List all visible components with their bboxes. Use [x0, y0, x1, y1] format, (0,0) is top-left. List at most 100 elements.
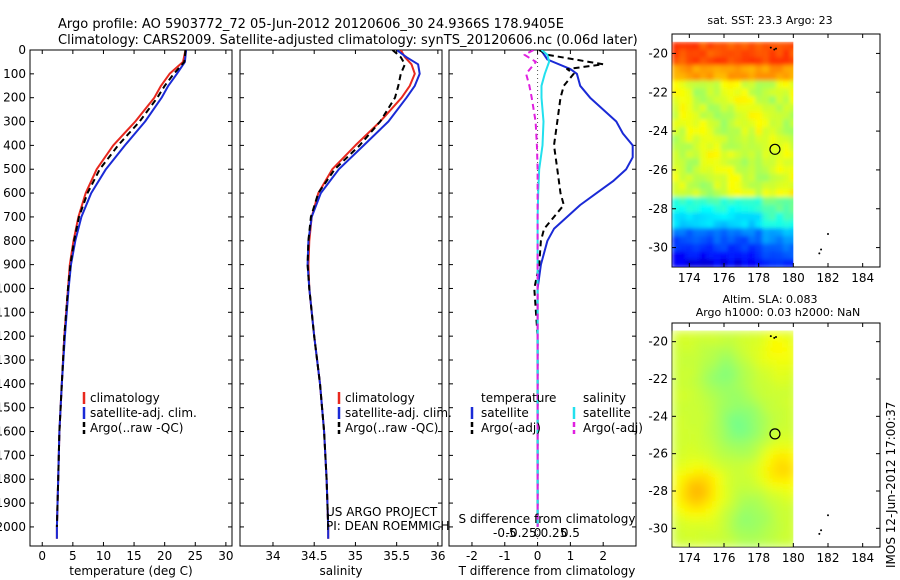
map-cell [748, 367, 756, 376]
map-cell [678, 150, 687, 159]
map-cell [678, 181, 687, 190]
map-cell [685, 449, 694, 458]
x-tick-label: 5 [69, 549, 77, 563]
map-cell [734, 397, 742, 406]
map-cell [776, 382, 784, 391]
map-cell [699, 80, 708, 89]
map-cell [692, 524, 701, 533]
depth-axis: 0 100 200 300 400 500 600 700 800 900 1000 1100 1200… [0, 43, 636, 534]
map-cell [741, 442, 749, 451]
map-cell [748, 127, 756, 136]
island-mark [820, 529, 823, 532]
map-cell [699, 375, 708, 384]
map-cell [748, 420, 756, 429]
series-line-argo-adj- [533, 50, 605, 527]
sst-map-title: sat. SST: 23.3 Argo: 23 [707, 14, 832, 27]
map-cell [741, 259, 749, 268]
map-cell [769, 449, 777, 458]
map-cell [734, 352, 742, 361]
map-cell [734, 119, 742, 128]
map-cell [755, 435, 763, 444]
map-cell [762, 197, 770, 206]
map-cell [748, 103, 756, 113]
map-cell [685, 57, 694, 66]
lon-tick-label: 182 [817, 551, 840, 565]
map-cell [706, 479, 715, 488]
map-cell [685, 345, 694, 354]
map-cell [720, 96, 729, 105]
map-cell [706, 405, 715, 414]
map-cell [699, 119, 708, 128]
map-cell [727, 457, 735, 466]
salinity-plot [306, 50, 421, 539]
map-cell [748, 235, 756, 245]
map-cell [741, 103, 749, 113]
map-cell [706, 412, 715, 421]
s-diff-tick-label: 0.5 [561, 526, 580, 540]
map-cell [727, 524, 735, 533]
depth-tick-label: 1500 [0, 401, 26, 415]
map-cell [769, 173, 777, 183]
map-cell [789, 412, 794, 421]
map-cell [706, 360, 715, 369]
legend-label: satellite [583, 406, 631, 420]
map-cell [762, 367, 770, 376]
map-cell [713, 189, 722, 198]
map-cell [720, 479, 729, 488]
map-cell [699, 103, 708, 113]
lon-tick-label: 182 [817, 271, 840, 285]
map-cell [748, 72, 756, 82]
map-cell [720, 352, 729, 361]
map-cell [727, 41, 735, 51]
map-cell [685, 412, 694, 421]
map-cell [706, 65, 715, 74]
map-cell [734, 509, 742, 518]
map-cell [727, 435, 735, 444]
map-cell [782, 494, 791, 503]
map-cell [672, 509, 680, 518]
map-cell [685, 367, 694, 376]
map-cell [755, 345, 763, 354]
island-mark [818, 532, 821, 535]
map-cell [678, 337, 687, 346]
map-cell [734, 228, 742, 237]
map-cell [748, 502, 756, 511]
lat-tick-label: -22 [648, 372, 668, 386]
map-cell [699, 57, 708, 66]
map-cell [734, 158, 742, 167]
map-cell [720, 251, 729, 260]
map-cell [734, 382, 742, 391]
map-cell [692, 235, 701, 245]
map-cell [713, 330, 722, 339]
map-cell [720, 204, 729, 214]
sla-map: 174 176 178 180 182 184 -20 -22 -24 -26 -28 -30 [648, 322, 881, 565]
map-cell [789, 479, 794, 488]
map-cell [727, 212, 735, 221]
map-cell [720, 243, 729, 253]
map-cell [769, 539, 777, 548]
island-mark [775, 336, 777, 338]
map-cell [672, 382, 680, 391]
map-cell [720, 412, 729, 421]
map-cell [706, 375, 715, 384]
map-cell [734, 150, 742, 159]
map-cell [741, 134, 749, 144]
map-cell [692, 103, 701, 113]
map-cell [789, 197, 794, 206]
map-cell [762, 204, 770, 214]
map-cell [755, 41, 763, 51]
map-cell [762, 189, 770, 198]
map-cell [748, 88, 756, 97]
depth-tick-label: 0 [18, 43, 26, 57]
map-cell [769, 96, 777, 105]
map-cell [699, 212, 708, 221]
map-cell [713, 142, 722, 152]
map-cell [727, 479, 735, 488]
map-cell [685, 405, 694, 414]
map-cell [699, 150, 708, 159]
map-cell [713, 487, 722, 496]
map-cell [755, 189, 763, 198]
map-cell [706, 111, 715, 121]
map-cell [685, 509, 694, 518]
map-cell [789, 532, 794, 541]
